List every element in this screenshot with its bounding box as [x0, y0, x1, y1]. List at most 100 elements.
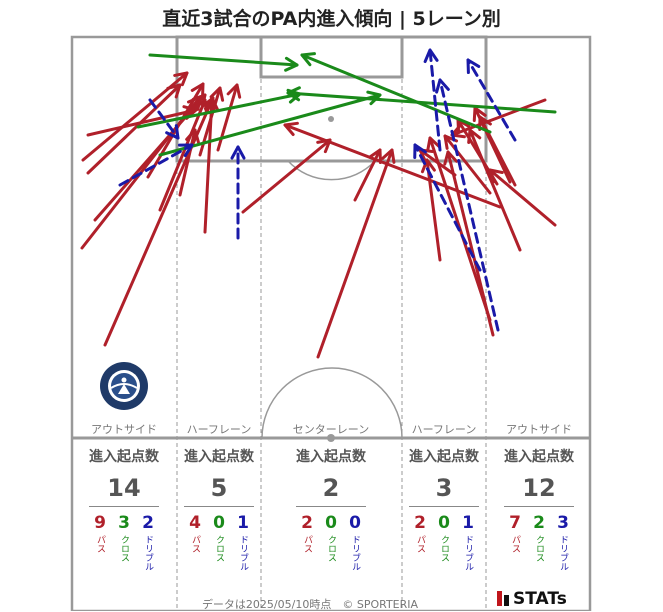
cross-arrow-4 [286, 91, 557, 114]
pass-arrowhead-18 [467, 128, 482, 144]
pass-arrowhead-10 [316, 138, 332, 154]
stats-header: 進入起点数 [504, 449, 574, 465]
dribble-arrow-0 [118, 143, 194, 187]
pass-arrow-17 [478, 115, 517, 187]
lane-label-center: センターレーン [292, 423, 370, 436]
lane-stats-outside-right: 進入起点数 12 7 パス 2 クロス 3 ドリブル [486, 446, 592, 571]
lane-label-outside-right: アウトサイド [506, 423, 572, 436]
pass-arrowhead-12 [381, 148, 396, 164]
dribble-arrowhead-6 [466, 58, 481, 75]
pass-arrow-23 [450, 98, 547, 137]
stats-total: 2 [322, 474, 340, 502]
stats-total: 12 [522, 474, 556, 502]
club-crest [100, 362, 148, 410]
pass-arrowhead-25 [166, 83, 182, 99]
pass-arrow-25 [86, 83, 182, 175]
dribble-arrow-1 [148, 98, 180, 140]
pass-arrow-10 [241, 138, 332, 214]
pass-count: 2 パス [301, 513, 313, 553]
pass-arrowhead-9 [226, 83, 242, 99]
pass-arrowhead-5 [190, 82, 205, 99]
stats-total: 14 [107, 474, 141, 502]
cross-arrowhead-3 [300, 52, 316, 67]
entry-arrows [80, 48, 557, 359]
center-spot [327, 434, 335, 442]
divider [184, 506, 254, 507]
pass-arrowhead-26 [209, 86, 225, 102]
cross-arrowhead-4 [286, 86, 301, 102]
lane-stats-center: 進入起点数 2 2 パス 0 クロス 0 ドリブル [278, 446, 384, 571]
dribble-arrow-3 [438, 78, 500, 332]
pass-arrow-7 [178, 128, 197, 197]
pass-arrowhead-22 [420, 158, 436, 174]
center-circle [261, 367, 403, 439]
stats-header: 進入起点数 [409, 449, 479, 465]
dribble-arrowhead-3 [435, 78, 450, 94]
dribble-arrowhead-5 [423, 48, 439, 64]
divider [296, 506, 366, 507]
cross-count: 0 クロス [325, 513, 337, 562]
dribble-arrowhead-2 [230, 145, 246, 160]
stats-header: 進入起点数 [89, 449, 159, 465]
pass-arrowhead-16 [472, 106, 487, 123]
divider [409, 506, 479, 507]
stats-header: 進入起点数 [184, 449, 254, 465]
stats-total: 5 [210, 474, 228, 502]
cross-arrow-0 [148, 53, 299, 67]
cross-count: 0 クロス [213, 513, 225, 562]
dribble-arrow-4 [413, 143, 482, 272]
pass-count: 7 パス [509, 513, 521, 553]
pass-count: 4 パス [189, 513, 201, 553]
dribble-arrow-6 [466, 58, 517, 142]
pass-count: 2 パス [414, 513, 426, 553]
cross-count: 2 クロス [533, 513, 545, 562]
pass-arrow-21 [488, 168, 557, 227]
dribble-count: 1 ドリブル [462, 513, 474, 571]
dribble-count: 2 ドリブル [142, 513, 154, 571]
stats-header: 進入起点数 [296, 449, 366, 465]
pass-arrow-6 [158, 98, 207, 212]
lane-stats-halfspace-right: 進入起点数 3 2 パス 0 クロス 1 ドリブル [391, 446, 497, 571]
dribble-arrowhead-1 [165, 124, 180, 140]
cross-arrow-2 [158, 93, 382, 157]
pass-arrow-24 [283, 123, 502, 209]
chart-title: 直近3試合のPA内進入傾向 | 5レーン別 [162, 8, 501, 30]
pass-arrowhead-19 [443, 150, 458, 166]
lane-stats-halfspace-left: 進入起点数 5 4 パス 0 クロス 1 ドリブル [166, 446, 272, 571]
pass-count: 9 パス [94, 513, 106, 553]
lane-label-outside-left: アウトサイド [91, 423, 157, 436]
pass-arrow-18 [468, 128, 522, 252]
cross-count: 0 クロス [438, 513, 450, 562]
pass-arrow-14 [443, 134, 492, 195]
pass-arrowhead-11 [368, 148, 382, 165]
pass-arrow-12 [316, 148, 394, 359]
lane-stats-outside-left: 進入起点数 14 9 パス 3 クロス 2 ドリブル [71, 446, 177, 571]
goal-area [259, 35, 404, 79]
dribble-arrowhead-0 [177, 143, 194, 158]
cross-arrow-3 [300, 53, 492, 134]
stats-logo: STATs [497, 589, 567, 609]
dribble-count: 3 ドリブル [557, 513, 569, 571]
pass-arrowhead-0 [173, 71, 189, 87]
footer-note: データは2025/05/10時点 © SPORTERIA [201, 598, 419, 611]
dribble-arrow-5 [428, 48, 442, 152]
divider [89, 506, 159, 507]
pass-arrow-22 [425, 158, 442, 262]
cross-arrow-1 [136, 92, 302, 129]
lane-label-halfspace-right: ハーフレーン [411, 423, 477, 436]
cross-count: 3 クロス [118, 513, 130, 562]
pass-arrowhead-21 [488, 168, 504, 184]
dribble-count: 1 ドリブル [237, 513, 249, 571]
dribble-count: 0 ドリブル [349, 513, 361, 571]
stats-total: 3 [435, 474, 453, 502]
lane-label-halfspace-left: ハーフレーン [186, 423, 252, 436]
pass-arrowhead-7 [185, 128, 200, 144]
divider [504, 506, 574, 507]
dribble-arrowhead-4 [413, 143, 427, 160]
cross-arrowhead-2 [366, 90, 382, 106]
pass-arrowhead-24 [283, 121, 299, 137]
pass-arrow-4 [103, 96, 215, 347]
cross-arrowhead-0 [284, 56, 299, 72]
pass-arrowhead-20 [426, 136, 441, 152]
